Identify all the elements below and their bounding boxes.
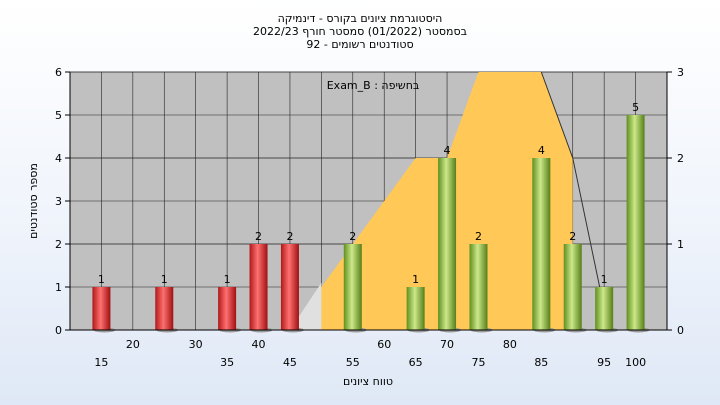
x-tick-label: 40 bbox=[252, 338, 266, 351]
bar-40 bbox=[249, 244, 268, 330]
bar-value-label: 1 bbox=[224, 273, 231, 286]
bar-90 bbox=[563, 244, 582, 330]
area-shade-lower bbox=[289, 282, 322, 330]
y2-tick-label: 0 bbox=[677, 324, 684, 337]
bar-65 bbox=[406, 287, 425, 330]
y-tick-label: 0 bbox=[55, 324, 62, 337]
title-line-1: היסטוגרמת ציונים בקורס - דינמיקה bbox=[278, 12, 443, 25]
x-tick-label: 45 bbox=[283, 356, 297, 369]
bar-value-label: 4 bbox=[444, 144, 451, 157]
bar-value-label: 4 bbox=[538, 144, 545, 157]
x-tick-label: 20 bbox=[126, 338, 140, 351]
y-tick-label: 4 bbox=[55, 152, 62, 165]
bar-25 bbox=[155, 287, 174, 330]
x-tick-label: 75 bbox=[471, 356, 485, 369]
bar-value-label: 1 bbox=[601, 273, 608, 286]
y2-tick-label: 1 bbox=[677, 238, 684, 251]
bar-15 bbox=[92, 287, 111, 330]
bar-value-label: 2 bbox=[255, 230, 262, 243]
x-tick-label: 100 bbox=[625, 356, 646, 369]
title-line-3: סטודנטים רשומים - 92 bbox=[306, 38, 413, 51]
title-line-2: בסמסטר (01/2022) סמסטר חורף 2022/23 bbox=[253, 25, 467, 38]
bar-70 bbox=[438, 158, 457, 330]
x-tick-label: 35 bbox=[220, 356, 234, 369]
bar-45 bbox=[280, 244, 299, 330]
y-tick-label: 3 bbox=[55, 195, 62, 208]
bar-100 bbox=[626, 115, 645, 330]
axes-layer: 012345601231535455565758595100203040(Q1 … bbox=[55, 66, 684, 369]
bar-value-label: 5 bbox=[632, 101, 639, 114]
bar-value-label: 2 bbox=[349, 230, 356, 243]
bar-value-label: 1 bbox=[412, 273, 419, 286]
trend-line bbox=[540, 71, 605, 309]
x-tick-label: 55 bbox=[346, 356, 360, 369]
bar-value-label: 1 bbox=[161, 273, 168, 286]
bar-value-label: 1 bbox=[98, 273, 105, 286]
y-tick-label: 6 bbox=[55, 66, 62, 79]
bars-layer: 1 1 1 2 2 2 1 4 2 4 2 1 5 bbox=[92, 101, 650, 333]
bar-55 bbox=[343, 244, 362, 330]
x-tick-label: 95 bbox=[597, 356, 611, 369]
y-tick-label: 1 bbox=[55, 281, 62, 294]
bar-35 bbox=[218, 287, 237, 330]
x-tick-label: 85 bbox=[534, 356, 548, 369]
y-tick-label: 5 bbox=[55, 109, 62, 122]
x-tick-label: 65 bbox=[409, 356, 423, 369]
y-tick-label: 2 bbox=[55, 238, 62, 251]
x-tick-label: 30 bbox=[189, 338, 203, 351]
bar-value-label: 2 bbox=[569, 230, 576, 243]
bar-value-label: 2 bbox=[475, 230, 482, 243]
bar-value-label: 2 bbox=[286, 230, 293, 243]
bar-75 bbox=[469, 244, 488, 330]
x-tick-label: 70 bbox=[440, 338, 454, 351]
y2-tick-label: 2 bbox=[677, 152, 684, 165]
y-axis-label: מספר סטודנטים bbox=[27, 163, 40, 239]
x-tick-label: 60 bbox=[377, 338, 391, 351]
x-axis-label: טווח ציונים bbox=[343, 375, 393, 388]
x-tick-label: 15 bbox=[94, 356, 108, 369]
y2-tick-label: 3 bbox=[677, 66, 684, 79]
chart-annotation: Exam_B : בחשיפה bbox=[327, 79, 420, 92]
bar-85 bbox=[532, 158, 551, 330]
x-tick-label: 80 bbox=[503, 338, 517, 351]
bar-95 bbox=[595, 287, 614, 330]
